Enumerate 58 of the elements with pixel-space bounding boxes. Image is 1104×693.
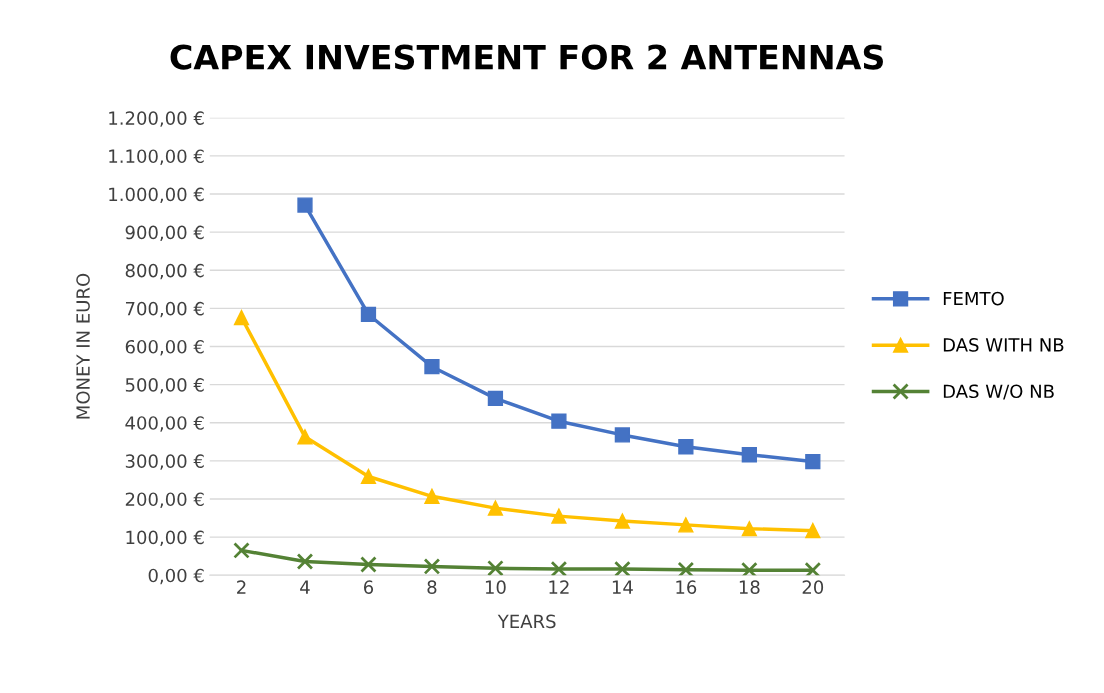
- point: [741, 561, 758, 576]
- y-tick-label: 1.200,00 €: [109, 111, 204, 127]
- point: [297, 197, 313, 213]
- point: [805, 453, 821, 470]
- point: [360, 468, 377, 485]
- y-tick-label: 100,00 €: [126, 530, 204, 547]
- y-tick-label: 1.000,00 €: [109, 187, 204, 203]
- x-tick-label: 6: [363, 580, 374, 595]
- y-tick-label: 200,00 €: [125, 492, 204, 508]
- y-tick-label: 1.100,00 €: [109, 149, 204, 165]
- x-tick-label: 16: [676, 580, 697, 595]
- legend-label: DAS W/O NB: [943, 384, 1054, 400]
- legend-label: DAS WITH NB: [943, 338, 1064, 352]
- point: [614, 513, 631, 529]
- point: [805, 522, 821, 539]
- point: [233, 309, 250, 326]
- y-tick-label: 600,00 €: [125, 339, 204, 356]
- point: [487, 559, 504, 576]
- y-tick-label: 500,00 €: [125, 378, 204, 394]
- point: [487, 390, 504, 406]
- x-tick-label: 12: [549, 580, 569, 594]
- point: [424, 359, 440, 375]
- point: [233, 542, 250, 559]
- y-tick-label: 300,00 €: [125, 454, 204, 470]
- x-tick-label: 10: [485, 580, 506, 595]
- point: [360, 306, 377, 323]
- y-tick-label: 800,00 €: [125, 263, 204, 280]
- point: [678, 517, 694, 533]
- x-tick-label: 2: [237, 580, 246, 594]
- point: [741, 521, 757, 537]
- point: [678, 439, 694, 455]
- y-tick-label: 400,00 €: [125, 416, 204, 432]
- point: [487, 500, 504, 516]
- point: [551, 508, 567, 524]
- legend-label: FEMTO: [943, 291, 1004, 306]
- chart-title: CAPEX INVESTMENT FOR 2 ANTENNAS: [170, 44, 883, 70]
- point: [614, 427, 631, 443]
- point: [424, 488, 440, 504]
- y-tick-label: 700,00 €: [125, 301, 204, 318]
- x-tick-label: 18: [739, 580, 760, 595]
- point: [804, 561, 822, 576]
- x-tick-label: 4: [300, 580, 310, 594]
- x-axis-title: YEARS: [497, 614, 556, 629]
- point: [741, 447, 757, 463]
- point: [614, 560, 631, 576]
- x-tick-label: 20: [802, 580, 824, 595]
- y-axis-title: MONEY IN EURO: [76, 273, 90, 419]
- point: [551, 413, 567, 429]
- y-tick-label: 900,00 €: [125, 225, 204, 242]
- point: [423, 558, 441, 575]
- x-tick-label: 8: [427, 580, 437, 595]
- point: [550, 560, 568, 576]
- point: [677, 561, 695, 576]
- x-tick-label: 14: [612, 580, 633, 594]
- point: [297, 429, 313, 445]
- y-tick-label: 0,00 €: [148, 568, 204, 585]
- point: [360, 556, 377, 573]
- point: [296, 553, 314, 570]
